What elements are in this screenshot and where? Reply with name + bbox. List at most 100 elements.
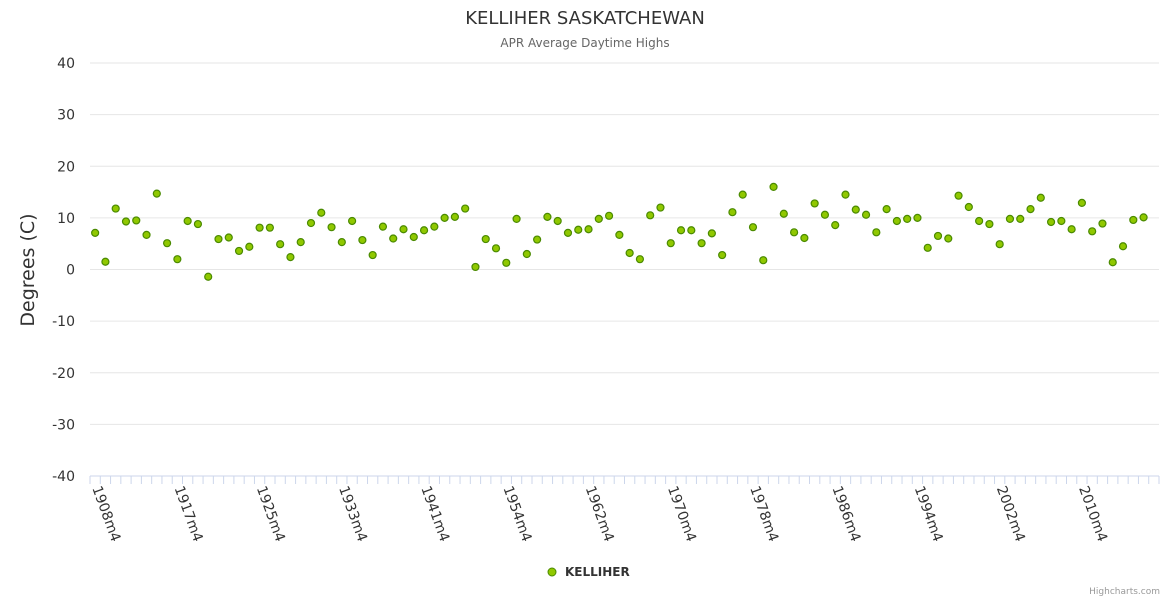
data-point[interactable]: 1941m4: 8.3 bbox=[430, 222, 439, 231]
data-point[interactable]: 1936m4: 8.3 bbox=[378, 222, 388, 231]
data-point[interactable]: 1993m4: 6.5 bbox=[933, 231, 943, 241]
data-point[interactable]: 1932m4: 5.3 bbox=[337, 238, 346, 247]
data-point[interactable]: 1986m4: 10.6 bbox=[861, 210, 871, 219]
credits-link[interactable]: Highcharts.com bbox=[1089, 587, 1160, 597]
data-point[interactable]: 1923m4: 4.4 bbox=[245, 242, 254, 251]
data-point[interactable]: 2013m4: 10.1 bbox=[1139, 213, 1148, 222]
data-point[interactable]: 1966m4: 12 bbox=[656, 203, 665, 212]
data-point[interactable]: 1957m4: 7.1 bbox=[563, 228, 573, 237]
data-point[interactable]: 2005m4: 9.4 bbox=[1057, 216, 1066, 226]
data-point[interactable]: 1965m4: 10.5 bbox=[646, 211, 655, 220]
data-point[interactable]: 2008m4: 7.4 bbox=[1088, 227, 1097, 236]
data-point[interactable]: 1943m4: 10.2 bbox=[450, 212, 459, 221]
data-point[interactable]: 1973m4: 11.1 bbox=[728, 208, 737, 217]
data-point[interactable]: 1945m4: 0.5 bbox=[471, 262, 480, 272]
data-point[interactable]: 1975m4: 8.2 bbox=[748, 223, 758, 232]
data-point[interactable]: 1937m4: 6 bbox=[389, 234, 398, 243]
data-point[interactable]: 1949m4: 9.8 bbox=[512, 214, 521, 224]
data-point[interactable]: 1978m4: 10.8 bbox=[779, 209, 788, 218]
data-point[interactable]: 1928m4: 5.3 bbox=[296, 238, 305, 247]
data-point[interactable]: 1959m4: 7.8 bbox=[584, 225, 593, 234]
data-point[interactable]: 1925m4: 8.1 bbox=[265, 223, 274, 232]
data-point[interactable]: 1999m4: 4.9 bbox=[995, 240, 1004, 249]
data-point[interactable]: 1934m4: 5.7 bbox=[358, 235, 367, 245]
data-point[interactable]: 1956m4: 9.4 bbox=[553, 216, 562, 226]
data-point[interactable]: 1960m4: 9.8 bbox=[594, 214, 603, 224]
series-kelliher[interactable]: 1908m4: 7.1 1909m4: 1.5 1910m4: 11.81911m4… bbox=[91, 182, 1148, 281]
data-point[interactable]: 1908m4: 7.1 bbox=[91, 228, 100, 237]
data-point[interactable]: 1939m4: 6.3 bbox=[409, 232, 418, 242]
data-point[interactable]: 1911m4: 9.3 bbox=[121, 217, 131, 226]
data-point[interactable]: 1968m4: 7.6 bbox=[676, 226, 686, 235]
data-point[interactable]: 2001m4: 9.8 bbox=[1016, 214, 1025, 224]
data-point[interactable]: 1996m4: 12.1 bbox=[964, 202, 973, 212]
data-point[interactable]: 2009m4: 8.9 bbox=[1098, 219, 1107, 228]
data-point[interactable]: 1991m4: 10 bbox=[913, 213, 922, 222]
data-point[interactable]: 1969m4: 7.6 bbox=[687, 226, 696, 235]
data-point[interactable]: 1915m4: 5.1 bbox=[162, 239, 172, 248]
data-point[interactable]: 1984m4: 14.5 bbox=[841, 190, 850, 199]
data-point[interactable]: 1982m4: 10.6 bbox=[820, 210, 830, 219]
data-point[interactable]: 1913m4: 6.7 bbox=[142, 230, 151, 240]
data-point[interactable]: 1948m4: 1.3 bbox=[502, 258, 511, 267]
data-point[interactable]: 1922m4: 3.6 bbox=[234, 246, 244, 256]
data-point[interactable]: 1961m4: 10.4 bbox=[604, 211, 614, 220]
data-point[interactable]: 1997m4: 9.4 bbox=[975, 216, 984, 226]
data-point[interactable]: 1919m4: -1.4 bbox=[204, 272, 213, 281]
data-point[interactable]: 1955m4: 10.2 bbox=[543, 212, 552, 221]
legend-item-kelliher[interactable]: KELLIHER bbox=[565, 565, 630, 579]
data-point[interactable]: 1990m4: 9.8 bbox=[903, 214, 912, 224]
data-point[interactable]: 1971m4: 7 bbox=[707, 229, 716, 238]
data-point[interactable]: 2012m4: 9.6 bbox=[1129, 215, 1138, 225]
data-point[interactable]: 1954m4: 5.8 bbox=[533, 235, 542, 244]
data-point[interactable]: 1974m4: 14.5 bbox=[738, 190, 747, 199]
data-point[interactable]: 1972m4: 2.8 bbox=[718, 250, 727, 260]
data-point[interactable]: 1929m4: 9 bbox=[306, 218, 316, 228]
data-point[interactable]: 1920m4: 5.9 bbox=[214, 234, 223, 244]
data-point[interactable]: 1944m4: 11.8 bbox=[461, 204, 470, 213]
data-point[interactable]: 1909m4: 1.5 bbox=[101, 257, 110, 266]
data-point[interactable]: 2011m4: 4.5 bbox=[1118, 242, 1128, 251]
data-point[interactable]: 1963m4: 3.2 bbox=[625, 248, 634, 258]
data-point[interactable]: 1918m4: 8.8 bbox=[193, 219, 203, 229]
data-point[interactable]: 1926m4: 4.9 bbox=[276, 240, 285, 249]
data-point[interactable]: 1964m4: 2 bbox=[635, 255, 645, 264]
data-point[interactable]: 1979m4: 7.2 bbox=[790, 228, 799, 237]
data-point[interactable]: 2007m4: 12.9 bbox=[1077, 198, 1087, 208]
legend[interactable]: KELLIHER bbox=[547, 565, 630, 579]
data-point[interactable]: 1962m4: 6.7 bbox=[615, 230, 624, 240]
data-point[interactable]: 1976m4: 1.8 bbox=[759, 256, 768, 265]
data-point[interactable]: 1970m4: 5.1 bbox=[697, 239, 706, 248]
data-point[interactable]: 1977m4: 16 bbox=[769, 182, 778, 191]
data-point[interactable]: 1931m4: 8.2 bbox=[327, 223, 336, 232]
data-point[interactable]: 1927m4: 2.4 bbox=[286, 253, 295, 262]
data-point[interactable]: 1998m4: 8.8 bbox=[985, 219, 994, 229]
data-point[interactable]: 1995m4: 14.3 bbox=[954, 191, 963, 200]
data-point[interactable]: 1980m4: 6.1 bbox=[800, 233, 809, 243]
data-point[interactable]: 1910m4: 11.8 bbox=[111, 204, 120, 213]
data-point[interactable]: 1924m4: 8.1 bbox=[255, 223, 264, 232]
data-point[interactable]: 1917m4: 9.4 bbox=[183, 216, 192, 226]
data-point[interactable]: 1930m4: 11 bbox=[317, 208, 326, 217]
data-point[interactable]: 1989m4: 9.4 bbox=[892, 216, 901, 226]
data-point[interactable]: 1916m4: 2 bbox=[173, 255, 182, 264]
data-point[interactable]: 1988m4: 11.7 bbox=[882, 204, 891, 214]
data-point[interactable]: 1981m4: 12.8 bbox=[810, 199, 819, 208]
data-point[interactable]: 1994m4: 6 bbox=[944, 234, 953, 243]
data-point[interactable]: 1967m4: 5.1 bbox=[666, 239, 675, 248]
data-point[interactable]: 1942m4: 10 bbox=[440, 213, 449, 222]
data-point[interactable]: 2010m4: 1.4 bbox=[1108, 258, 1117, 267]
data-point[interactable]: 1983m4: 8.6 bbox=[831, 221, 840, 230]
data-point[interactable]: 1946m4: 5.9 bbox=[481, 234, 490, 244]
data-point[interactable]: 2004m4: 9.2 bbox=[1046, 217, 1056, 227]
data-point[interactable]: 2000m4: 9.8 bbox=[1005, 214, 1015, 224]
data-point[interactable]: 1940m4: 7.6 bbox=[419, 226, 429, 235]
data-point[interactable]: 2002m4: 11.7 bbox=[1026, 204, 1035, 214]
data-point[interactable]: 2006m4: 7.8 bbox=[1067, 225, 1076, 234]
data-point[interactable]: 1921m4: 6.2 bbox=[224, 233, 233, 242]
data-point[interactable]: 1950m4: 3 bbox=[522, 249, 531, 259]
data-point[interactable]: 1935m4: 2.8 bbox=[368, 250, 377, 260]
data-point[interactable]: 1912m4: 9.5 bbox=[132, 216, 141, 225]
data-point[interactable]: 1985m4: 11.6 bbox=[851, 205, 860, 214]
data-point[interactable]: 2003m4: 13.9 bbox=[1036, 193, 1045, 202]
